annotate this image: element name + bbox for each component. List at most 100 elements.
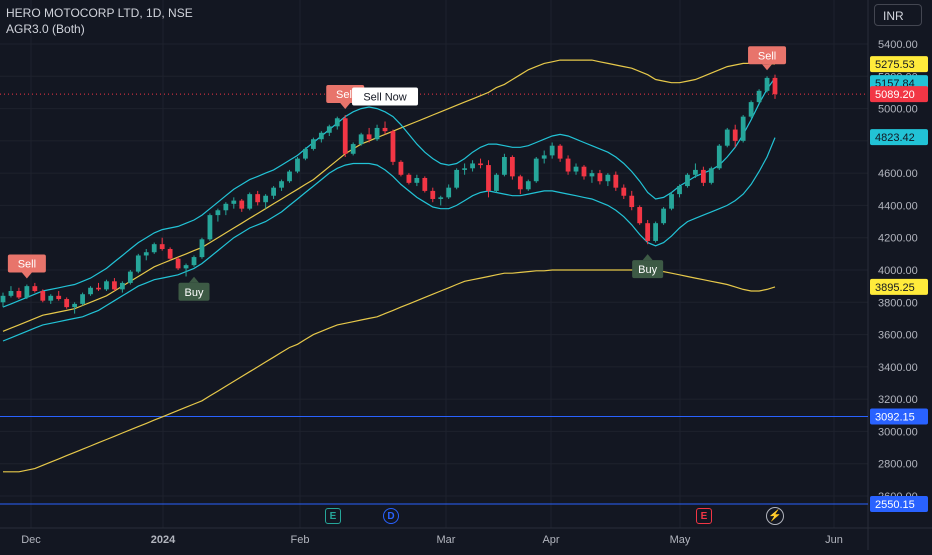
candle-body: [88, 287, 93, 295]
x-tick-label: Dec: [21, 534, 41, 546]
earnings-event-icon-upcoming[interactable]: E: [696, 508, 712, 524]
candle-body: [748, 102, 754, 117]
candle-body: [454, 169, 460, 188]
price-label: 5089.20: [875, 89, 915, 101]
signal-label-bg: [748, 46, 787, 65]
candle-body: [191, 257, 197, 266]
candle-body: [509, 157, 515, 177]
candle-body: [223, 203, 229, 211]
candle-body: [112, 281, 117, 290]
candle-body: [669, 194, 674, 209]
candle-body: [446, 187, 452, 198]
candle-body: [119, 282, 125, 290]
symbol-title[interactable]: HERO MOTOCORP LTD, 1D, NSE: [6, 6, 193, 20]
x-tick-label: 2024: [151, 534, 176, 546]
signal-sell: Sell: [7, 254, 46, 279]
candle-body: [287, 171, 292, 182]
signal-label-bg: [7, 254, 46, 273]
earnings-event-icon[interactable]: E: [325, 508, 341, 524]
candle-body: [605, 174, 611, 182]
lower-channel-line: [2, 137, 776, 342]
candle-body: [764, 77, 770, 91]
candle-body: [326, 126, 332, 133]
y-tick-label: 4000.00: [878, 265, 918, 277]
candle-body: [8, 290, 14, 296]
candle-body: [398, 161, 404, 175]
candle-body: [96, 287, 101, 290]
candle-body: [207, 215, 213, 240]
candle-body: [716, 145, 722, 169]
signal-label-text: Sell: [336, 89, 354, 101]
signal-label-bg: [352, 87, 419, 106]
upper-channel-line: [2, 77, 776, 308]
signal-buy: Buy: [632, 254, 664, 279]
candle-body: [740, 116, 746, 141]
candle-body: [263, 195, 269, 203]
candle-body: [629, 195, 635, 208]
candle-body: [581, 166, 587, 177]
signal-label-text: Sell: [18, 259, 36, 271]
candle-body: [32, 286, 38, 291]
signal-pointer: [21, 272, 32, 279]
signal-buy: Buy: [178, 276, 210, 301]
x-tick-label: Apr: [542, 534, 559, 546]
y-tick-label: 5000.00: [878, 104, 918, 116]
candle-body: [732, 129, 738, 141]
y-tick-label: 4600.00: [878, 168, 918, 180]
price-label-bg: [870, 278, 928, 295]
candle-body: [502, 157, 507, 175]
candle-body: [414, 177, 420, 183]
candle-body: [159, 244, 165, 250]
y-tick-label: 3400.00: [878, 362, 918, 374]
candle-body: [557, 145, 563, 159]
candle-body: [239, 200, 245, 209]
candle-body: [382, 127, 388, 132]
candle-body: [64, 299, 70, 308]
price-label-bg: [870, 86, 928, 103]
signal-label-bg: [632, 260, 664, 279]
signal-label-text: Sell: [758, 50, 776, 62]
candle-body: [430, 190, 436, 199]
candle-body: [350, 144, 356, 154]
candle-body: [517, 176, 523, 190]
candle-body: [0, 295, 6, 303]
candle-body: [621, 187, 627, 196]
candle-body: [342, 118, 348, 154]
candle-body: [677, 186, 682, 195]
candle-body: [724, 129, 730, 146]
candle-body: [183, 265, 189, 269]
indicator-label[interactable]: AGR3.0 (Both): [6, 22, 85, 36]
candle-body: [215, 210, 221, 216]
candle-body: [24, 286, 30, 298]
candle-body: [167, 249, 173, 259]
candle-body: [708, 168, 714, 183]
x-tick-label: May: [670, 534, 691, 546]
signal-pointer: [762, 64, 773, 71]
candle-body: [311, 139, 316, 149]
price-label-bg: [870, 408, 928, 425]
candle-body: [685, 174, 690, 187]
candle-body: [231, 200, 237, 204]
signal-sellnow: Sell Now: [352, 87, 419, 106]
candle-body: [653, 223, 659, 241]
y-tick-label: 3200.00: [878, 394, 918, 406]
candle-body: [597, 173, 603, 182]
candle-body: [438, 197, 444, 199]
candle-body: [533, 158, 539, 182]
y-tick-label: 3600.00: [878, 330, 918, 342]
signal-pointer: [642, 254, 653, 261]
price-label-bg: [870, 56, 928, 73]
candle-body: [470, 163, 475, 169]
y-tick-label: 5400.00: [878, 39, 918, 51]
candle-body: [494, 174, 499, 191]
signal-label-text: Buy: [638, 264, 657, 276]
dividend-event-icon[interactable]: D: [383, 508, 399, 524]
candle-body: [295, 158, 300, 172]
candle-body: [549, 145, 555, 156]
currency-button[interactable]: INR: [874, 4, 922, 26]
price-label-bg: [870, 129, 928, 146]
news-flash-icon[interactable]: ⚡: [766, 507, 784, 525]
candle-body: [462, 168, 467, 170]
